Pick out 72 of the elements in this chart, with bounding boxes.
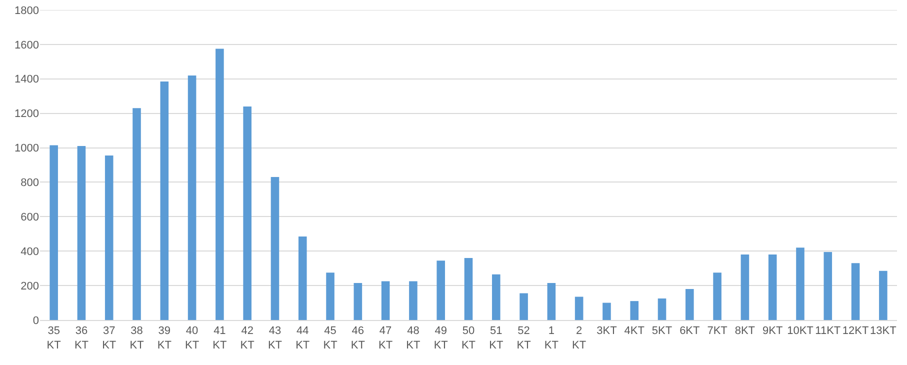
x-tick-label: 46 KT xyxy=(350,325,366,352)
bar xyxy=(464,258,473,320)
x-tick-label: 38 KT xyxy=(130,325,144,352)
y-tick-label: 200 xyxy=(20,280,39,292)
bar xyxy=(354,282,362,320)
bar xyxy=(686,289,694,320)
x-tick-label: 7KT xyxy=(707,325,728,338)
y-tick-label: 600 xyxy=(20,212,39,224)
x-tick-label: 1 KT xyxy=(544,325,559,352)
x-tick-label: 9KT xyxy=(762,325,783,338)
bar xyxy=(879,270,888,320)
bar xyxy=(409,281,418,320)
bar xyxy=(713,272,722,320)
y-tick-label: 1400 xyxy=(14,74,39,86)
x-tick-label: 43 KT xyxy=(268,325,282,352)
bar xyxy=(851,263,860,320)
x-tick-label: 6KT xyxy=(680,325,700,338)
x-tick-label: 37 KT xyxy=(102,325,116,352)
bar xyxy=(188,75,196,320)
y-tick-label: 400 xyxy=(20,246,39,258)
bar xyxy=(436,260,445,320)
bar xyxy=(602,302,611,320)
bar xyxy=(50,145,58,320)
bar xyxy=(243,106,252,320)
bar xyxy=(77,146,86,320)
bar xyxy=(216,48,224,320)
bar xyxy=(658,298,666,320)
x-tick-label: 47 KT xyxy=(378,325,393,352)
x-tick-label: 4KT xyxy=(624,325,645,338)
x-tick-label: 36 KT xyxy=(74,325,89,352)
bar xyxy=(796,248,804,320)
x-tick-label: 8KT xyxy=(734,325,756,338)
x-tick-label: 11KT xyxy=(815,325,841,338)
y-tick-label: 1000 xyxy=(14,142,39,155)
x-tick-label: 2 KT xyxy=(572,325,586,352)
x-tick-label: 13KT xyxy=(870,325,897,338)
x-tick-label: 12KT xyxy=(842,325,869,338)
bar xyxy=(574,296,584,320)
x-tick-label: 48 KT xyxy=(406,325,421,352)
bar xyxy=(740,254,750,320)
x-tick-label: 39 KT xyxy=(157,325,172,352)
x-tick-label: 10KT xyxy=(787,325,814,338)
y-tick-label: 1200 xyxy=(14,108,39,120)
bar xyxy=(768,254,777,320)
y-tick-label: 1800 xyxy=(14,4,39,17)
bar xyxy=(270,177,280,320)
y-tick-label: 800 xyxy=(20,177,39,190)
bar xyxy=(630,301,639,320)
x-tick-label: 45 KT xyxy=(323,325,338,352)
bar xyxy=(520,293,528,320)
bar xyxy=(298,236,307,320)
x-tick-label: 41 KT xyxy=(212,325,227,352)
x-tick-label: 35 KT xyxy=(46,325,62,352)
x-tick-label: 3KT xyxy=(596,325,618,338)
bar xyxy=(104,156,114,320)
bar xyxy=(824,252,832,320)
bar xyxy=(132,108,141,320)
bar xyxy=(326,272,334,320)
x-tick-label: 40 KT xyxy=(185,325,200,352)
x-tick-label: 42 KT xyxy=(240,325,255,352)
x-tick-label: 5KT xyxy=(652,325,672,338)
y-tick-label: 1600 xyxy=(14,39,39,52)
x-tick-label: 51 KT xyxy=(489,325,504,352)
bar xyxy=(160,81,169,320)
bar xyxy=(492,274,500,320)
y-tick-label: 0 xyxy=(32,314,39,327)
x-tick-label: 50 KT xyxy=(461,325,476,352)
x-tick-label: 52 KT xyxy=(516,325,532,352)
x-tick-label: 44 KT xyxy=(296,325,310,352)
x-tick-label: 49 KT xyxy=(434,325,448,352)
bar xyxy=(381,281,390,320)
bar xyxy=(547,282,556,320)
